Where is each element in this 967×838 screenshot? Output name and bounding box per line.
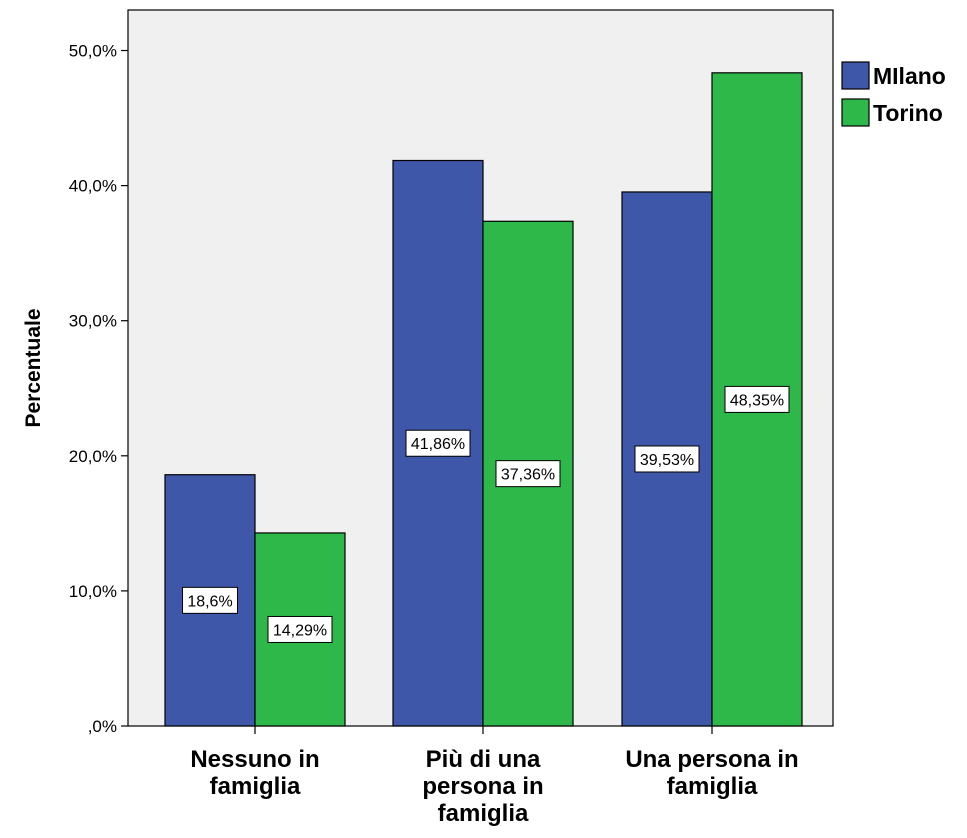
- data-label-box: [724, 385, 790, 413]
- legend: MIlano Torino: [841, 61, 946, 127]
- data-label-box: [405, 429, 471, 457]
- legend-swatch-torino: [841, 98, 870, 127]
- data-label: 37,36%: [501, 467, 555, 484]
- data-label: 14,29%: [273, 622, 327, 639]
- x-category-label: Più di una persona in famiglia: [422, 746, 543, 827]
- data-label: 48,35%: [730, 392, 784, 409]
- x-category-label: Una persona in famiglia: [625, 746, 798, 800]
- legend-swatch-milano: [841, 61, 870, 90]
- data-label-box: [634, 445, 700, 473]
- data-label-box: [495, 460, 561, 488]
- data-label: 41,86%: [411, 436, 465, 453]
- y-tick-label: 10,0%: [69, 582, 117, 601]
- data-label: 18,6%: [187, 593, 232, 610]
- y-axis-title: Percentuale: [22, 308, 45, 427]
- data-label: 39,53%: [640, 452, 694, 469]
- y-tick-label: 50,0%: [69, 42, 117, 61]
- data-labels: 18,6% 14,29% 41,86% 37,36% 39,53% 48,35%: [182, 385, 790, 643]
- y-tick-label: 20,0%: [69, 447, 117, 466]
- y-tick-label: 30,0%: [69, 312, 117, 331]
- x-axis: Nessuno in famiglia Più di una persona in fa…: [190, 726, 799, 827]
- data-label-box: [267, 615, 333, 643]
- legend-label-milano: MIlano: [873, 63, 946, 89]
- y-tick-label: 40,0%: [69, 177, 117, 196]
- legend-label-torino: Torino: [873, 100, 943, 126]
- data-label-box: [182, 586, 238, 614]
- x-category-label: Nessuno in famiglia: [190, 746, 319, 800]
- y-tick-label: ,0%: [88, 717, 117, 736]
- y-axis: ,0% 10,0% 20,0% 30,0% 40,0% 50,0%: [69, 42, 128, 736]
